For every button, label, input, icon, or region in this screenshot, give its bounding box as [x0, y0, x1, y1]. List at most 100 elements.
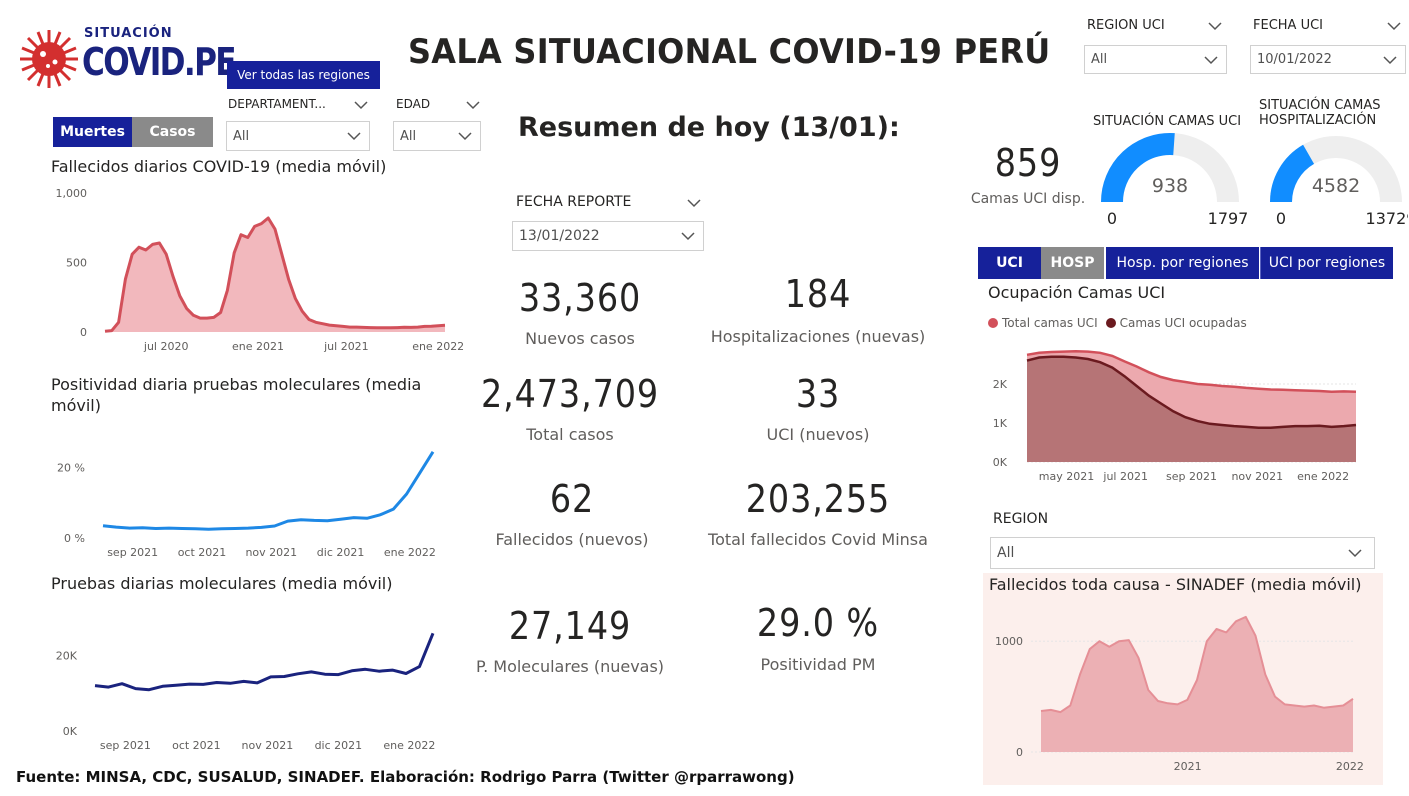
- logo-big-text: COVID.PE: [82, 40, 237, 84]
- chevron-down-icon[interactable]: [687, 199, 701, 208]
- y-tick-label: 20 %: [57, 462, 85, 475]
- gauge-min: 0: [1276, 209, 1286, 228]
- chevron-down-icon[interactable]: [1208, 22, 1222, 31]
- gauge-value: 938: [1152, 175, 1188, 197]
- series-line: [1026, 355, 1357, 429]
- edad-select[interactable]: All: [393, 121, 481, 151]
- page-title: SALA SITUACIONAL COVID-19 PERÚ: [408, 32, 1051, 72]
- y-tick-label: 0: [1016, 746, 1023, 759]
- muertes-tab[interactable]: Muertes: [53, 117, 132, 147]
- area-fill: [105, 218, 445, 332]
- hosp-tab[interactable]: HOSP: [1041, 247, 1104, 279]
- kpi-uci-nuevos-value: 33: [795, 372, 841, 416]
- hosp-por-regiones-button[interactable]: Hosp. por regiones: [1106, 247, 1259, 279]
- region-uci-select[interactable]: All: [1084, 45, 1227, 74]
- footer-source: Fuente: MINSA, CDC, SUSALUD, SINADEF. El…: [16, 768, 795, 786]
- kpi-fallecidos-label: Fallecidos (nuevos): [495, 530, 649, 549]
- fecha-uci-select[interactable]: 10/01/2022: [1250, 45, 1406, 74]
- series-line: [102, 451, 435, 531]
- y-tick-label: 0: [80, 326, 87, 339]
- chevron-down-icon[interactable]: [354, 101, 368, 110]
- summary-title: Resumen de hoy (13/01):: [518, 112, 900, 143]
- pruebas-chart-title: Pruebas diarias moleculares (media móvil…: [51, 574, 393, 593]
- edad-value: All: [400, 128, 417, 144]
- chevron-down-icon: [458, 132, 472, 141]
- kpi-fallecidos-value: 62: [549, 477, 595, 521]
- legend-total-label: Total camas UCI: [1002, 316, 1098, 330]
- gauge-max: 13729: [1366, 209, 1408, 228]
- kpi-total-casos-label: Total casos: [526, 425, 614, 444]
- covid-pe-logo: SITUACIÓN COVID.PE: [18, 18, 237, 90]
- kpi-pm-label: P. Moleculares (nuevas): [475, 657, 665, 676]
- kpi-nuevos-casos-value: 33,360: [518, 276, 642, 320]
- uci-tab[interactable]: UCI: [978, 247, 1041, 279]
- region-select[interactable]: All: [990, 537, 1375, 569]
- pruebas-chart[interactable]: 20K 0K sep 2021 oct 2021 nov 2021 dic 2021 ene…: [40, 615, 480, 757]
- virus-icon: [20, 30, 78, 88]
- area-fill: [1041, 616, 1353, 752]
- series-line: [1040, 615, 1354, 714]
- gauge-fill: [1270, 144, 1315, 203]
- x-tick-label: jul 2021: [1102, 470, 1148, 483]
- chevron-down-icon[interactable]: [1387, 22, 1401, 31]
- kpi-uci-nuevos-label: UCI (nuevos): [766, 425, 870, 444]
- uci-disp-label: Camas UCI disp.: [970, 191, 1086, 207]
- x-tick-label: ene 2022: [412, 340, 464, 353]
- all-regions-button[interactable]: Ver todas las regiones: [227, 61, 380, 89]
- uci-disp-value: 859: [994, 141, 1062, 185]
- y-tick-label: 1K: [993, 417, 1008, 430]
- series-line: [94, 632, 435, 692]
- gauge-hosp-title-line1: SITUACIÓN CAMAS: [1259, 98, 1381, 113]
- x-tick-label: ene 2022: [383, 739, 435, 752]
- fecha-uci-label: FECHA UCI: [1253, 18, 1323, 33]
- fallecidos-chart[interactable]: 1,000 500 0 jul 2020 ene 2021 jul 2021 ene 202…: [40, 180, 480, 358]
- gauge-uci-title: SITUACIÓN CAMAS UCI: [1093, 114, 1242, 129]
- gauge-max: 1797: [1208, 209, 1247, 228]
- kpi-nuevos-casos-label: Nuevos casos: [525, 329, 635, 348]
- y-tick-label: 1000: [995, 635, 1023, 648]
- region-value: All: [997, 545, 1015, 561]
- y-tick-label: 0K: [63, 725, 78, 738]
- x-tick-label: nov 2021: [1231, 470, 1283, 483]
- gauge-uci-chart[interactable]: 938 0 1797: [1092, 130, 1247, 230]
- chevron-down-icon: [1348, 549, 1362, 558]
- departamento-value: All: [233, 128, 250, 144]
- ocupacion-uci-title: Ocupación Camas UCI: [988, 283, 1166, 302]
- y-tick-label: 20K: [56, 649, 78, 662]
- logo-small-text: SITUACIÓN: [84, 26, 173, 41]
- gauge-hosp-chart[interactable]: 4582 0 13729: [1260, 130, 1408, 230]
- gauge-hosp-title-line2: HOSPITALIZACIÓN: [1259, 113, 1377, 128]
- y-tick-label: 500: [66, 257, 87, 270]
- y-tick-label: 0 %: [64, 532, 85, 545]
- departamento-label: DEPARTAMENT...: [228, 97, 326, 111]
- kpi-total-fallecidos-label: Total fallecidos Covid Minsa: [708, 530, 928, 549]
- positividad-chart-title: Positividad diaria pruebas moleculares (…: [51, 375, 422, 415]
- ocupacion-uci-chart[interactable]: 2K 1K 0K may 2021 jul 2021 sep 2021 nov 2021 en…: [980, 340, 1390, 490]
- x-tick-label: ene 2021: [232, 340, 284, 353]
- departamento-select[interactable]: All: [226, 121, 370, 151]
- series-line: [104, 216, 446, 333]
- kpi-total-fallecidos-value: 203,255: [745, 477, 891, 521]
- fecha-reporte-value: 13/01/2022: [519, 228, 600, 244]
- chevron-down-icon[interactable]: [466, 101, 480, 110]
- x-tick-label: dic 2021: [317, 546, 365, 559]
- region-uci-value: All: [1091, 52, 1108, 67]
- uci-por-regiones-button[interactable]: UCI por regiones: [1260, 247, 1393, 279]
- edad-label: EDAD: [396, 97, 431, 111]
- sinadef-chart[interactable]: 1000 0 2021 2022: [983, 600, 1383, 780]
- kpi-hospitalizaciones-label: Hospitalizaciones (nuevas): [710, 327, 926, 346]
- y-tick-label: 1,000: [56, 187, 88, 200]
- casos-tab[interactable]: Casos: [132, 117, 213, 147]
- chevron-down-icon: [1383, 56, 1397, 65]
- x-tick-label: oct 2021: [178, 546, 227, 559]
- gauge-fill: [1101, 133, 1175, 203]
- fecha-reporte-select[interactable]: 13/01/2022: [512, 221, 704, 251]
- ocupacion-legend: Total camas UCI Camas UCI ocupadas: [988, 316, 1247, 330]
- y-tick-label: 2K: [993, 378, 1008, 391]
- positividad-chart[interactable]: 20 % 0 % sep 2021 oct 2021 nov 2021 dic 2021 e…: [40, 438, 480, 562]
- kpi-positividad-label: Positividad PM: [760, 655, 876, 674]
- y-tick-label: 0K: [993, 456, 1008, 469]
- kpi-pm-value: 27,149: [508, 604, 632, 648]
- x-tick-label: sep 2021: [1166, 470, 1217, 483]
- fecha-uci-value: 10/01/2022: [1257, 52, 1332, 67]
